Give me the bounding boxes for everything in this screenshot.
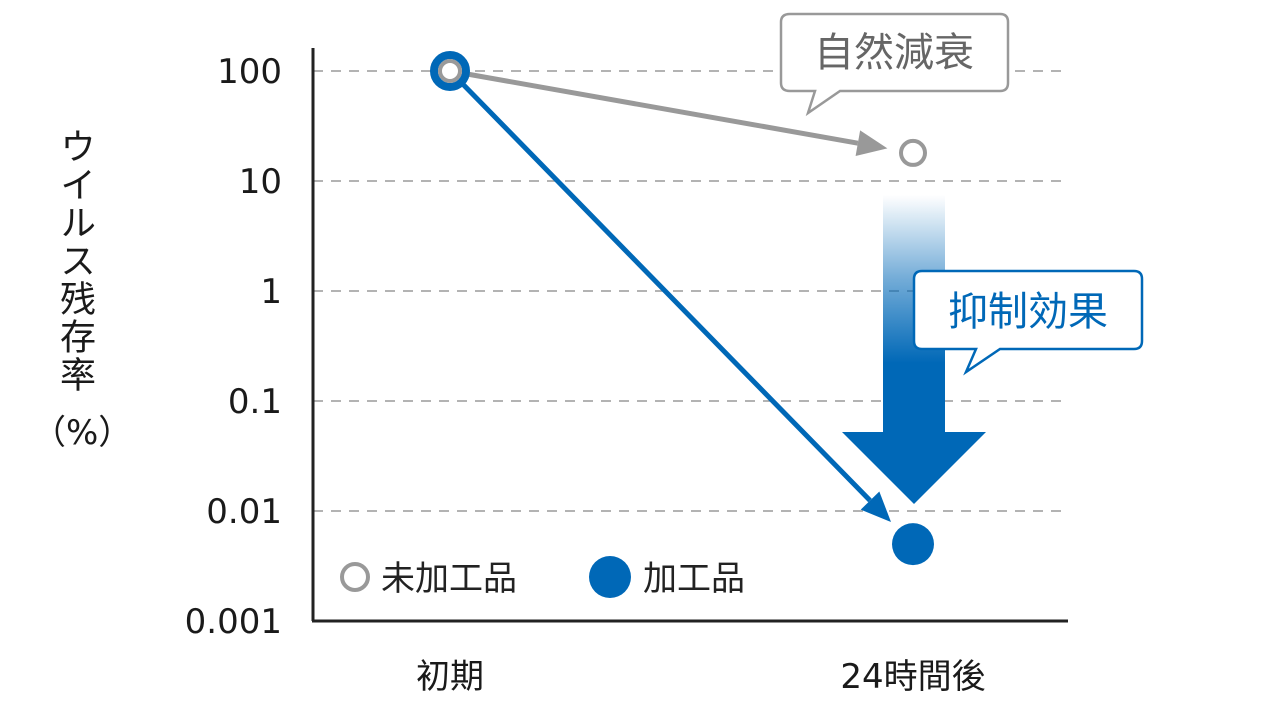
legend-treated-marker bbox=[589, 556, 631, 598]
suppression-effect-arrow bbox=[842, 195, 986, 504]
point-treated-24h bbox=[892, 523, 934, 566]
y-tick-labels: 100 10 1 0.1 0.01 0.001 bbox=[185, 52, 282, 642]
point-untreated-initial bbox=[438, 59, 462, 83]
y-tick-label: 10 bbox=[239, 162, 282, 202]
natural-decay-callout: 自然減衰 bbox=[779, 12, 1010, 117]
legend: 未加工品 加工品 bbox=[340, 556, 745, 599]
series-treated-arrowhead bbox=[860, 491, 891, 522]
suppression-effect-callout: 抑制効果 bbox=[912, 269, 1144, 376]
y-tick-label: 100 bbox=[217, 52, 282, 92]
x-tick-label: 24時間後 bbox=[840, 657, 985, 697]
series-layer bbox=[430, 51, 934, 566]
suppression-effect-label: 抑制効果 bbox=[948, 289, 1108, 335]
legend-untreated-label: 未加工品 bbox=[381, 559, 517, 599]
y-tick-label: 1 bbox=[260, 272, 282, 312]
legend-treated-label: 加工品 bbox=[643, 559, 745, 599]
x-tick-labels: 初期 24時間後 bbox=[416, 657, 986, 697]
natural-decay-label: 自然減衰 bbox=[814, 30, 974, 76]
series-untreated-line bbox=[467, 71, 859, 146]
series-treated-line bbox=[460, 82, 872, 503]
point-untreated-24h bbox=[899, 138, 927, 167]
y-axis-title: ウイルス残存率 bbox=[54, 128, 95, 394]
x-tick-label: 初期 bbox=[416, 657, 484, 697]
series-untreated-arrowhead bbox=[855, 130, 888, 156]
y-tick-label: 0.001 bbox=[185, 602, 282, 642]
legend-untreated-marker bbox=[340, 562, 370, 592]
y-tick-label: 0.1 bbox=[228, 382, 282, 422]
y-tick-label: 0.01 bbox=[206, 492, 282, 532]
